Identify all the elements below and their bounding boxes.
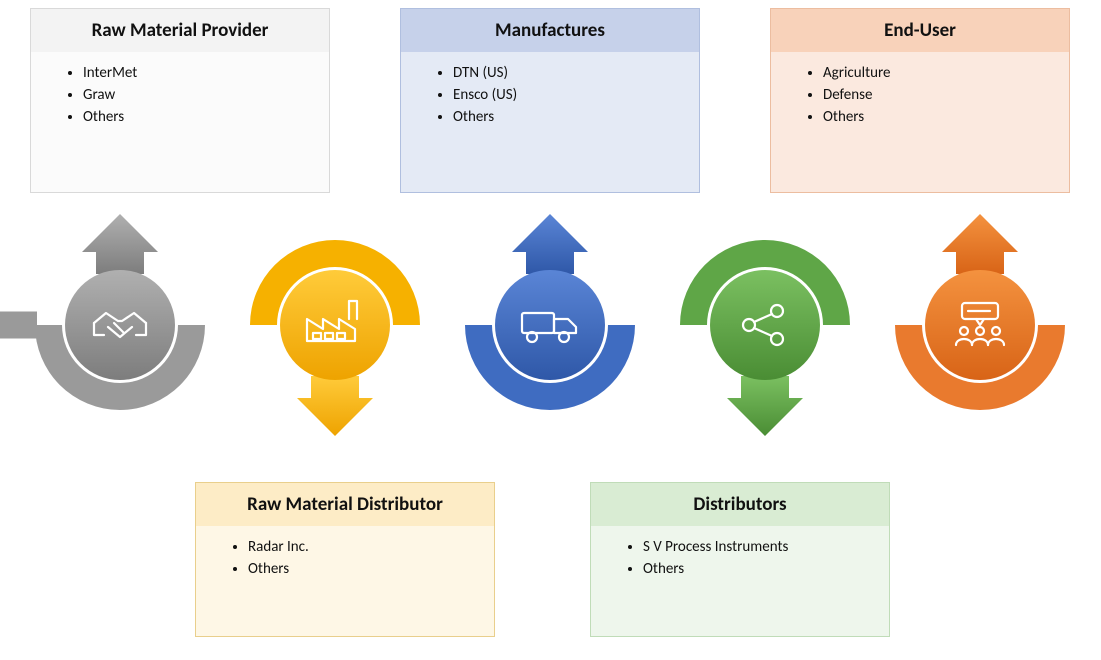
list-item: Others xyxy=(823,106,1051,128)
list-item: Others xyxy=(453,106,681,128)
card-body: Radar Inc. Others xyxy=(196,526,494,636)
list-item: Ensco (US) xyxy=(453,84,681,106)
list-item: Agriculture xyxy=(823,62,1051,84)
list-item: Defense xyxy=(823,84,1051,106)
card-title: Raw Material Provider xyxy=(31,9,329,52)
list-item: S V Process Instruments xyxy=(643,536,871,558)
card-distributors: Distributors S V Process Instruments Oth… xyxy=(590,482,890,637)
card-manufactures: Manufactures DTN (US) Ensco (US) Others xyxy=(400,8,700,193)
card-title: End-User xyxy=(771,9,1069,52)
card-body: DTN (US) Ensco (US) Others xyxy=(401,52,699,192)
serpentine-chain xyxy=(0,210,1101,440)
card-body: S V Process Instruments Others xyxy=(591,526,889,636)
card-body: InterMet Graw Others xyxy=(31,52,329,192)
card-end-user: End-User Agriculture Defense Others xyxy=(770,8,1070,193)
card-body: Agriculture Defense Others xyxy=(771,52,1069,192)
list-item: Others xyxy=(83,106,311,128)
list-item: Others xyxy=(248,558,476,580)
supply-chain-diagram: Raw Material Provider InterMet Graw Othe… xyxy=(0,0,1101,660)
list-item: Graw xyxy=(83,84,311,106)
card-title: Manufactures xyxy=(401,9,699,52)
card-raw-material-distributor: Raw Material Distributor Radar Inc. Othe… xyxy=(195,482,495,637)
card-raw-material-provider: Raw Material Provider InterMet Graw Othe… xyxy=(30,8,330,193)
list-item: Radar Inc. xyxy=(248,536,476,558)
list-item: Others xyxy=(643,558,871,580)
list-item: InterMet xyxy=(83,62,311,84)
card-title: Distributors xyxy=(591,483,889,526)
card-title: Raw Material Distributor xyxy=(196,483,494,526)
list-item: DTN (US) xyxy=(453,62,681,84)
